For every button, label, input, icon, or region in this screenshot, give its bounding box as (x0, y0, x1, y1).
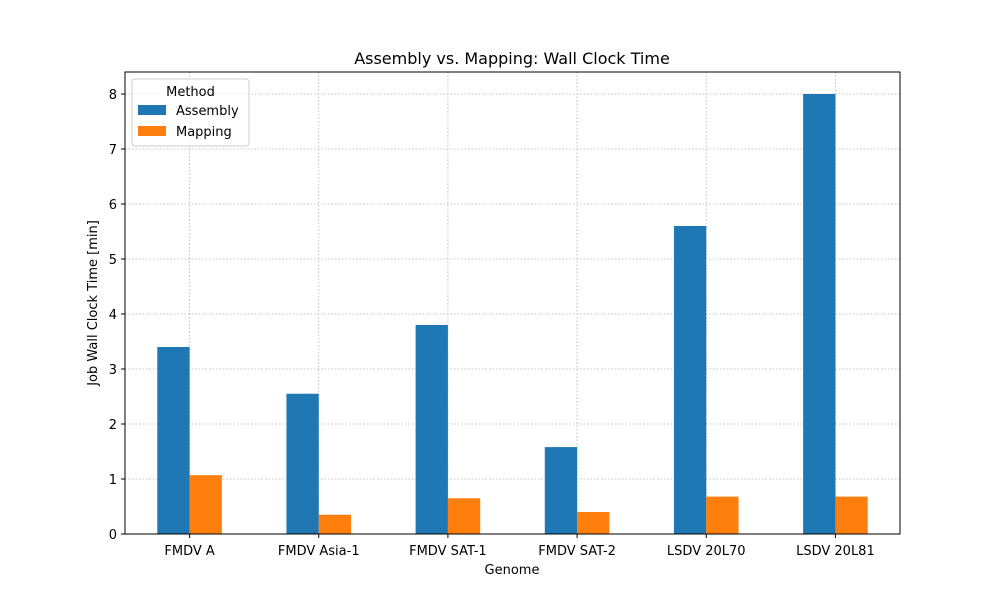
y-axis-label: Job Wall Clock Time [min] (86, 220, 101, 387)
bar-assembly (286, 393, 319, 534)
bar-mapping (706, 496, 739, 534)
y-tick-label: 6 (109, 198, 117, 213)
x-tick-label: FMDV A (164, 544, 215, 559)
y-tick-label: 3 (109, 363, 117, 378)
bar-mapping (447, 498, 481, 534)
bar-assembly (157, 347, 190, 534)
bars (157, 94, 868, 534)
y-tick-label: 7 (109, 143, 117, 158)
bar-assembly (415, 325, 448, 534)
bar-assembly (803, 94, 836, 534)
legend-label-assembly: Assembly (176, 104, 239, 119)
y-tick-label: 0 (109, 528, 117, 543)
y-tick-label: 8 (109, 88, 117, 103)
x-tick-label: LSDV 20L70 (667, 544, 746, 559)
y-axis: 0 1 2 3 4 5 6 7 8 (109, 88, 125, 543)
legend-title: Method (166, 85, 215, 100)
y-tick-label: 2 (109, 418, 117, 433)
bar-mapping (189, 475, 222, 534)
legend: Method Assembly Mapping (131, 78, 250, 147)
legend-swatch-assembly (138, 105, 166, 115)
bar-assembly (544, 447, 578, 534)
x-tick-label: FMDV SAT-2 (538, 544, 616, 559)
legend-swatch-mapping (138, 126, 166, 136)
bar-mapping (318, 514, 352, 534)
y-tick-label: 1 (109, 473, 117, 488)
x-axis: FMDV A FMDV Asia-1 FMDV SAT-1 FMDV SAT-2 LSD… (164, 534, 875, 559)
x-tick-label: FMDV Asia-1 (278, 544, 360, 559)
x-tick-label: LSDV 20L81 (796, 544, 875, 559)
y-tick-label: 4 (109, 308, 117, 323)
x-tick-label: FMDV SAT-1 (409, 544, 487, 559)
x-axis-label: Genome (485, 563, 540, 578)
bar-assembly (673, 226, 707, 534)
y-tick-label: 5 (109, 253, 117, 268)
plot-frame (124, 71, 901, 535)
chart-title: Assembly vs. Mapping: Wall Clock Time (354, 49, 670, 68)
bar-mapping (577, 512, 610, 534)
bar-mapping (835, 496, 868, 534)
legend-label-mapping: Mapping (176, 125, 232, 140)
